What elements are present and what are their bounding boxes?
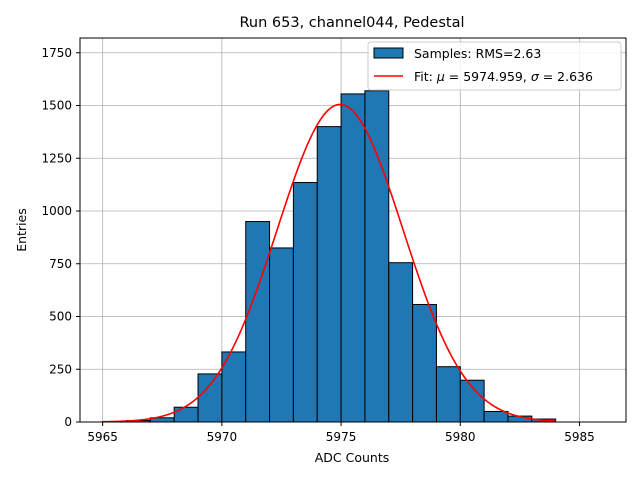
histogram-bars xyxy=(102,90,557,423)
histogram-bar xyxy=(316,126,342,423)
y-tick-label: 500 xyxy=(49,310,72,324)
x-axis-label: ADC Counts xyxy=(315,450,390,465)
plot-frame xyxy=(79,37,627,423)
y-tick-label: 1500 xyxy=(41,99,72,113)
y-tick-label: 250 xyxy=(49,362,72,376)
histogram-bar xyxy=(483,410,509,423)
histogram-bar xyxy=(245,221,271,423)
y-tick-label: 1000 xyxy=(41,204,72,218)
x-tick-label: 5965 xyxy=(87,430,118,444)
y-tick-label: 1250 xyxy=(41,151,72,165)
legend-patch-samples xyxy=(373,47,404,59)
histogram-bar xyxy=(364,90,390,423)
legend-label-fit: Fit: μ = 5974.959, σ = 2.636 xyxy=(414,69,593,84)
histogram-bar xyxy=(388,262,414,423)
chart-title: Run 653, channel044, Pedestal xyxy=(239,15,464,31)
legend-label-samples: Samples: RMS=2.63 xyxy=(414,46,541,61)
y-axis-ticks: 0 250 500 750 1000 1250 1500 1750 xyxy=(41,46,80,429)
histogram-bar xyxy=(435,366,461,423)
x-tick-label: 5985 xyxy=(564,430,595,444)
y-axis-label: Entries xyxy=(14,208,29,252)
legend: Samples: RMS=2.63 Fit: μ = 5974.959, σ =… xyxy=(367,41,622,91)
y-tick-label: 0 xyxy=(64,415,72,429)
histogram-bar xyxy=(269,247,294,423)
x-axis-ticks: 5965 5970 5975 5980 5985 xyxy=(87,422,595,444)
fit-curve xyxy=(102,103,556,423)
histogram-bar xyxy=(197,373,223,423)
histogram-bar xyxy=(173,406,199,423)
histogram-bar xyxy=(292,182,318,423)
histogram-bar xyxy=(412,303,437,423)
x-tick-label: 5970 xyxy=(207,430,238,444)
x-tick-label: 5975 xyxy=(326,430,357,444)
histogram-bar xyxy=(340,93,366,423)
y-tick-label: 1750 xyxy=(41,46,72,60)
legend-box xyxy=(367,41,622,91)
x-tick-label: 5980 xyxy=(445,430,476,444)
y-tick-label: 750 xyxy=(49,257,72,271)
